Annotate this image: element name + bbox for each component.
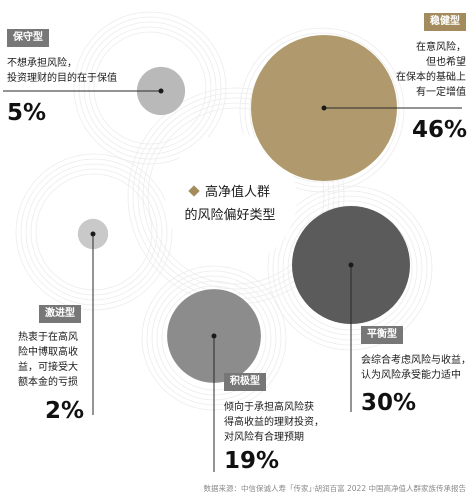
center-title-line1: 高净值人群 — [204, 185, 270, 200]
decor-ring-0-4 — [93, 31, 207, 145]
diamond-icon — [188, 185, 200, 197]
data-source-note: 数据来源：中信保诚人寿「传家」·胡润百富 2022 中国高净值人群家族传承报告 — [203, 484, 467, 493]
leader-dot-aggressive — [90, 231, 96, 237]
desc-steady: 在意风险， 但也希望 在保本的基础上 有一定增值 — [396, 42, 466, 98]
tag-balanced: 平衡型 — [361, 326, 403, 344]
tag-conservative: 保守型 — [7, 29, 49, 47]
decor-ring-2-3 — [30, 168, 158, 296]
decor-ring-5-2 — [137, 97, 335, 295]
decor-ring-2-1 — [20, 158, 168, 306]
decor-ring-0-1 — [78, 16, 222, 160]
tag-active: 积极型 — [224, 373, 266, 391]
center-bubble — [165, 133, 297, 265]
decor-ring-2-4 — [35, 173, 153, 291]
leader-dot-active — [211, 333, 217, 339]
pct-steady: 46% — [412, 117, 468, 143]
pct-balanced: 30% — [361, 390, 417, 416]
decor-ring-3-2 — [277, 195, 423, 341]
decor-ring-5-3 — [142, 102, 330, 290]
tag-steady: 稳健型 — [424, 13, 466, 31]
leader-dot-balanced — [348, 262, 354, 268]
desc-conservative: 不想承担风险， 投资理财的目的在于保值 — [7, 58, 117, 84]
decor-ring-5-4 — [147, 107, 325, 285]
tag-aggressive: 激进型 — [39, 305, 81, 323]
decor-ring-1-0 — [239, 27, 405, 193]
decor-ring-1-1 — [244, 32, 400, 188]
center-title: 高净值人群 的风险偏好类型 — [155, 181, 305, 227]
decor-ring-3-0 — [267, 185, 433, 351]
leader-dot-conservative — [158, 88, 164, 94]
decor-ring-2-2 — [25, 163, 163, 301]
decor-ring-2-0 — [15, 153, 173, 311]
decor-ring-0-0 — [73, 11, 227, 165]
pct-aggressive: 2% — [45, 398, 85, 424]
decor-ring-3-1 — [272, 190, 428, 346]
desc-aggressive: 热衷于在高风 险中博取高收 益，可接受大 额本金的亏损 — [18, 332, 78, 388]
center-title-line2: 的风险偏好类型 — [184, 208, 276, 223]
leader-dot-steady — [321, 105, 327, 111]
pct-active: 19% — [224, 448, 280, 474]
desc-balanced: 会综合考虑风险与收益， 认为风险承受能力适中 — [361, 355, 471, 381]
decor-ring-3-3 — [282, 200, 418, 336]
desc-active: 倾向于承担高风险获 得高收益的理财投资， 对风险有合理预期 — [224, 402, 324, 443]
decor-ring-0-2 — [83, 21, 217, 155]
decor-ring-3-4 — [287, 205, 413, 331]
pct-conservative: 5% — [7, 100, 47, 126]
